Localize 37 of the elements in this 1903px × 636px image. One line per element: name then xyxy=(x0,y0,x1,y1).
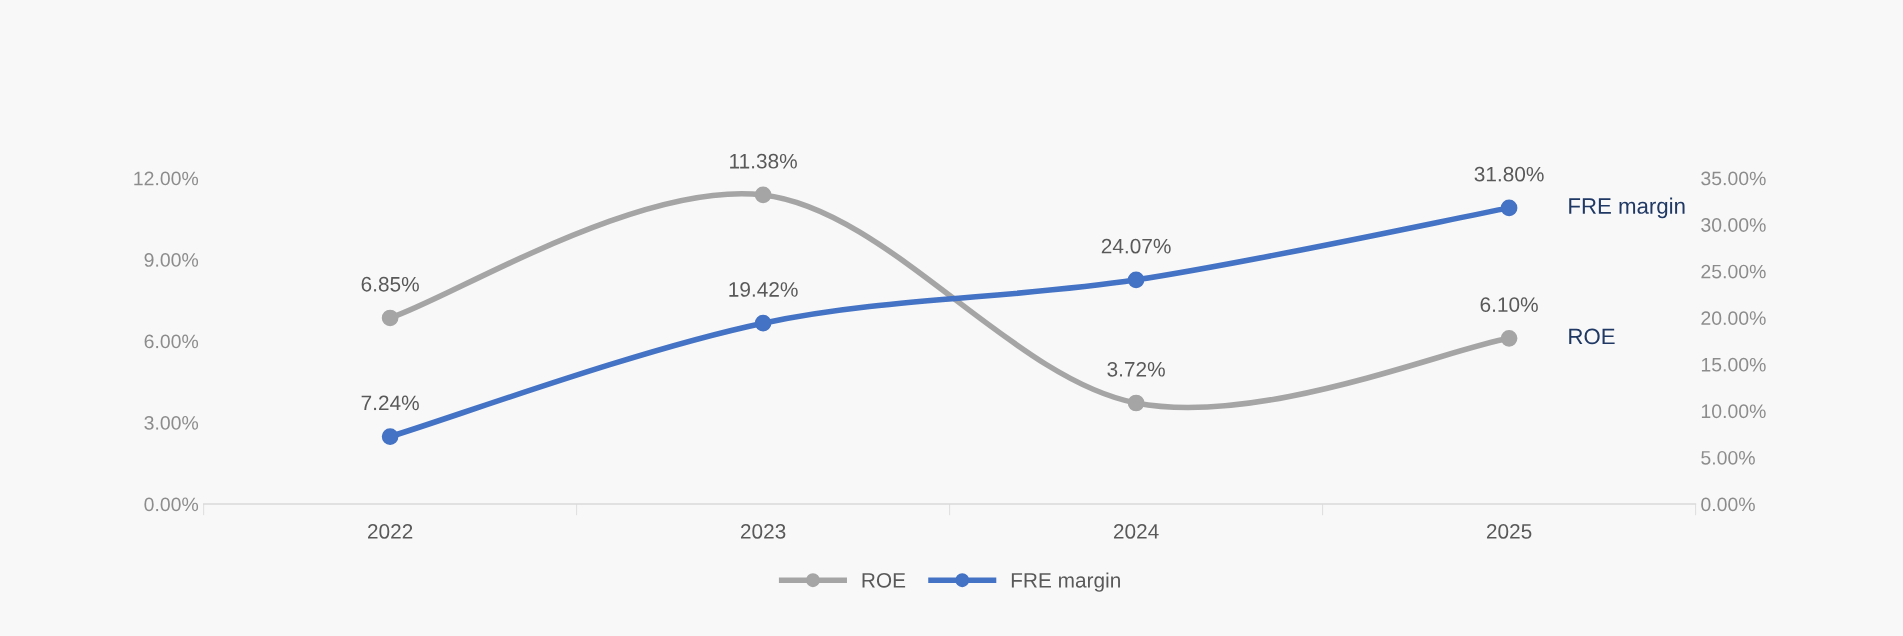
data-label: 7.24% xyxy=(361,395,419,411)
legend-label: FRE margin xyxy=(1011,572,1120,592)
y2-tick-label: 0.00% xyxy=(1701,497,1755,512)
legend-label: ROE xyxy=(862,572,906,588)
y-tick-label: 6.00% xyxy=(144,334,199,349)
point xyxy=(754,186,772,204)
y2-tick-label: 30.00% xyxy=(1701,218,1766,232)
y2-tick-label: 20.00% xyxy=(1701,311,1766,326)
point xyxy=(754,314,772,332)
data-label: 11.38% xyxy=(730,153,797,169)
text: ROE xyxy=(1569,328,1615,345)
y2-tick-label: 35.00% xyxy=(1701,171,1766,186)
y-tick-label: 0.00% xyxy=(144,497,199,512)
data-label: 24.07% xyxy=(1101,238,1171,254)
point xyxy=(1127,271,1145,289)
y-tick-label: 9.00% xyxy=(144,253,199,267)
data-label: 19.42% xyxy=(729,282,798,297)
data-label: 3.72% xyxy=(1107,361,1165,377)
y2-tick-label: 10.00% xyxy=(1701,404,1766,419)
x-tick-label: 2023 xyxy=(740,524,786,539)
point xyxy=(1500,199,1518,217)
x-tick-label: 2022 xyxy=(367,524,413,539)
text: FRE margin xyxy=(1569,197,1685,219)
point xyxy=(1500,330,1518,347)
data-label: 31.80% xyxy=(1474,166,1544,182)
point xyxy=(1127,394,1145,412)
point xyxy=(381,428,399,445)
y-tick-label: 12.00% xyxy=(134,171,199,186)
y2-tick-label: 15.00% xyxy=(1701,357,1766,372)
data-label: 6.10% xyxy=(1480,297,1538,312)
data-label: 6.85% xyxy=(361,276,419,292)
y2-tick-label: 25.00% xyxy=(1701,264,1766,279)
y-tick-label: 3.00% xyxy=(144,416,199,430)
point xyxy=(381,309,399,327)
x-tick-label: 2025 xyxy=(1486,524,1532,539)
x-tick-label: 2024 xyxy=(1113,524,1159,539)
y2-tick-label: 5.00% xyxy=(1701,450,1755,465)
